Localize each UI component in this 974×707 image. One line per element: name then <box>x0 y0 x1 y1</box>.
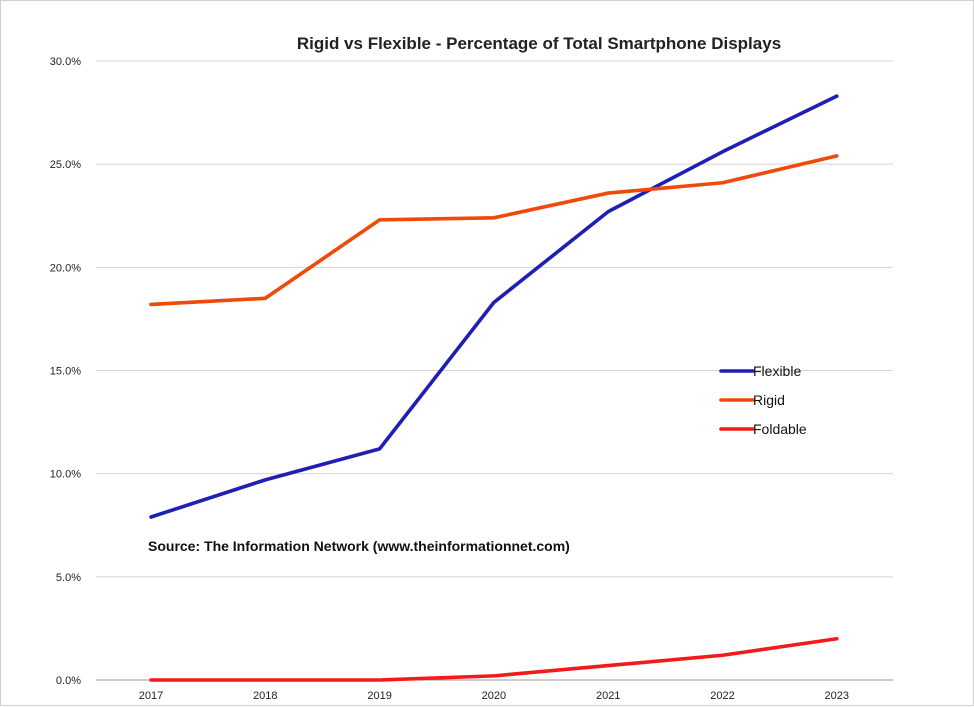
grid <box>96 60 893 681</box>
x-tick-label: 2023 <box>825 690 849 702</box>
legend-label: Rigid <box>753 392 785 408</box>
legend: Flexible Rigid Foldable <box>719 363 807 437</box>
y-tick-label: 0.0% <box>56 675 81 687</box>
series-line-flexible <box>149 94 839 519</box>
y-tick-label: 25.0% <box>50 159 81 171</box>
x-axis: 2017 2018 2019 2020 2021 2022 2023 <box>139 690 849 702</box>
y-tick-label: 30.0% <box>50 56 81 68</box>
x-tick-label: 2018 <box>253 690 277 702</box>
x-tick-label: 2020 <box>482 690 506 702</box>
series-line-foldable <box>149 636 839 682</box>
x-tick-label: 2021 <box>596 690 620 702</box>
series-lines <box>149 94 839 682</box>
y-tick-label: 10.0% <box>50 469 81 481</box>
x-tick-label: 2019 <box>367 690 391 702</box>
y-tick-label: 5.0% <box>56 572 81 584</box>
y-tick-label: 20.0% <box>50 262 81 274</box>
x-tick-label: 2017 <box>139 690 163 702</box>
legend-label: Foldable <box>753 421 807 437</box>
source-annotation: Source: The Information Network (www.the… <box>148 538 570 554</box>
chart-title: Rigid vs Flexible - Percentage of Total … <box>297 34 781 53</box>
x-tick-label: 2022 <box>710 690 734 702</box>
y-tick-label: 15.0% <box>50 366 81 378</box>
series-line-rigid <box>149 154 839 307</box>
legend-label: Flexible <box>753 363 801 379</box>
y-axis: 0.0% 5.0% 10.0% 15.0% 20.0% 25.0% 30.0% <box>50 56 81 687</box>
